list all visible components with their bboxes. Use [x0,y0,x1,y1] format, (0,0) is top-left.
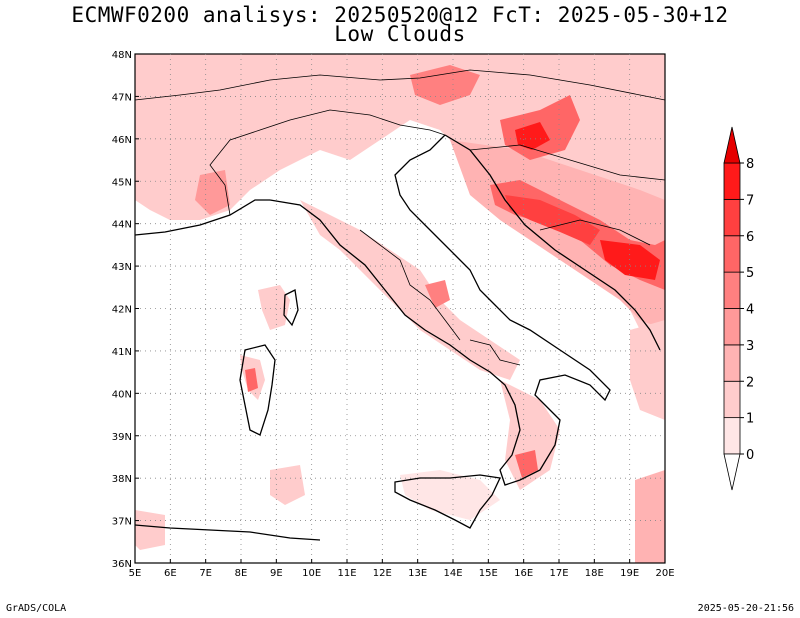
corsica-coastline [283,289,299,327]
lon-label: 8E [235,568,248,579]
lat-label: 42N [112,305,132,316]
lon-label: 9E [270,568,283,579]
colorbar-label: 0 [746,448,754,463]
region-border-south [469,339,521,366]
alpine-border [209,109,446,216]
cloud-core-sardinia [245,368,258,392]
colorbar-swatch [723,308,741,346]
lon-label: 10E [302,568,321,579]
cloud-core-liguria [195,170,230,215]
cloud-area-corsica [258,285,290,330]
cloud-area-east [630,320,665,420]
cloud-core-croatia-inner [505,195,600,245]
lat-label: 43N [112,262,132,273]
lon-label: 19E [620,568,639,579]
colorbar-label: 7 [746,193,754,208]
colorbar-swatch [723,198,741,237]
coastlines [135,134,661,541]
colorbar-label: 2 [746,375,754,390]
balkan-border-a [469,144,665,181]
lat-label: 38N [112,474,132,485]
cloud-shading [135,54,665,563]
cloud-area-southeast [635,470,665,563]
lat-label: 46N [112,135,132,146]
cloud-core-calabria [515,450,538,478]
cloud-core-austria [410,65,480,105]
lat-label: 37N [112,517,132,528]
map-title: ECMWF0200 analisys: 20250520@12 FcT: 202… [71,3,729,27]
colorbar-min-arrow [723,453,741,491]
lon-label: 6E [164,568,177,579]
lon-label: 13E [408,568,427,579]
colorbar-swatch [723,271,741,309]
colorbar-label: 3 [746,339,754,354]
colorbar-label: 8 [746,157,754,172]
colorbar-swatch [723,417,741,455]
italy-coastline [269,134,611,486]
cloud-area-apennines [300,200,520,380]
colorbar-swatch [723,235,741,273]
lat-label: 44N [112,220,132,231]
lat-label: 47N [112,92,132,103]
balkan-border-b [539,219,651,246]
colorbar-max-arrow [723,126,741,164]
software-credit: GrADS/COLA [6,603,67,614]
colorbar-swatch [723,162,741,200]
lat-label: 45N [112,177,132,188]
colorbar-swatch [723,380,741,419]
lat-label: 48N [112,50,132,61]
lon-label: 12E [373,568,392,579]
colorbar-label: 6 [746,230,754,245]
lat-label: 41N [112,347,132,358]
colorbar-label: 5 [746,266,754,281]
lon-label: 7E [199,568,212,579]
balkan-coastline [444,134,661,351]
lon-label: 18E [585,568,604,579]
lat-label: 39N [112,432,132,443]
colorbar-label: 4 [746,303,754,318]
france-coastline [135,199,270,236]
longitude-axis: 5E 6E 7E 8E 9E 10E 11E 12E 13E 14E 15E 16E 17E 18E 19E… [129,559,675,579]
sicily-coastline [394,474,501,529]
north-africa-coastline [135,524,321,541]
colorbar-label: 1 [746,412,754,427]
lon-label: 14E [443,568,462,579]
cloud-area-sicily [400,470,500,520]
map-subtitle: Low Clouds [334,22,466,46]
legend-colorbar: 0 1 2 3 4 5 6 7 8 [723,126,754,491]
lon-label: 17E [549,568,568,579]
lat-label: 40N [112,389,132,400]
country-borders [135,69,665,366]
lon-label: 11E [337,568,356,579]
render-timestamp: 2025-05-20-21:56 [697,603,794,614]
lon-label: 16E [514,568,533,579]
lon-label: 5E [129,568,142,579]
lon-label: 20E [655,568,674,579]
sardinia-coastline [239,344,276,436]
lat-label: 36N [112,559,132,570]
cloud-area-southwest [135,510,165,550]
region-border-center [359,229,461,341]
latitude-axis: 48N 47N 46N 45N 44N 43N 42N 41N 40N 39N 38N 37N 36N [112,50,139,570]
cloud-area-tyrrhenian [270,465,305,505]
cloud-core-abruzzo [425,280,450,308]
colorbar-swatch [723,344,741,382]
lon-label: 15E [479,568,498,579]
north-border [135,69,665,101]
